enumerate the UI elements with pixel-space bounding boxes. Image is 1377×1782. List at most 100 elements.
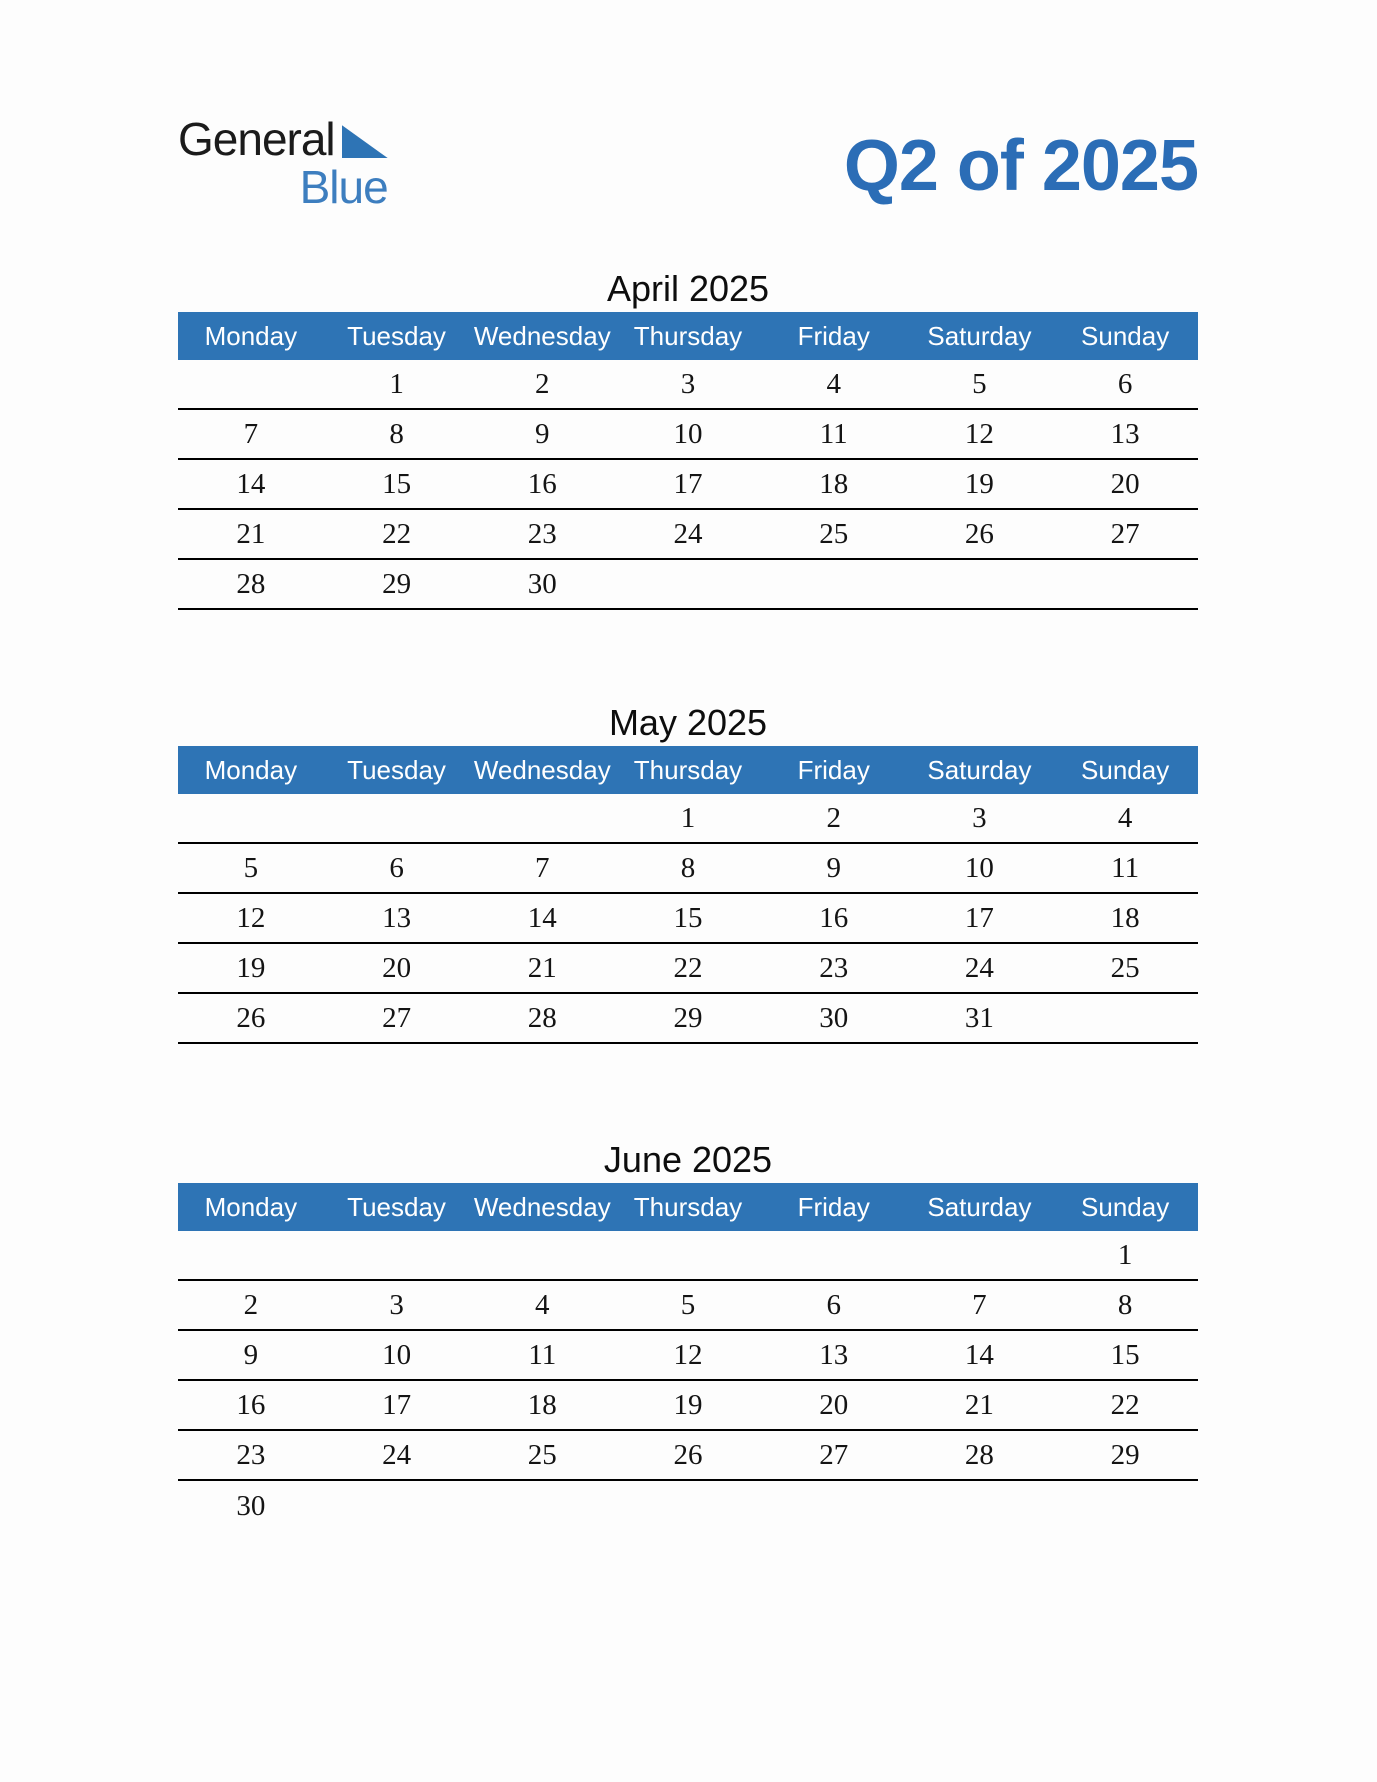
logo-word-general: General xyxy=(178,113,336,165)
date-row: 12 13 14 15 16 17 18 xyxy=(178,894,1198,944)
date-cell: 23 xyxy=(819,951,849,984)
date-cell: 23 xyxy=(527,517,557,550)
date-cell: 25 xyxy=(1110,951,1140,984)
date-cell: 29 xyxy=(673,1001,703,1034)
date-cell: 2 xyxy=(826,801,841,834)
date-cell: 11 xyxy=(1111,851,1140,884)
weekday-label-friday: Friday xyxy=(797,320,870,351)
date-cell: 21 xyxy=(236,517,266,550)
date-cell: 10 xyxy=(964,851,994,884)
date-cell: 7 xyxy=(535,851,550,884)
date-row: 14 15 16 17 18 19 20 xyxy=(178,460,1198,510)
date-cell: 30 xyxy=(236,1489,266,1522)
date-cell: 17 xyxy=(382,1388,412,1421)
date-cell: 23 xyxy=(236,1438,266,1471)
date-cell: 20 xyxy=(1110,467,1140,500)
date-row: 23 24 25 26 27 28 29 xyxy=(178,1431,1198,1481)
months-container: April 2025 Monday Tuesday Wednesday Thursday… xyxy=(178,266,1198,1531)
month-section-april: April 2025 Monday Tuesday Wednesday Thursday… xyxy=(178,266,1198,610)
date-cell: 26 xyxy=(236,1001,266,1034)
date-cell: 20 xyxy=(382,951,412,984)
date-cell: 20 xyxy=(819,1388,849,1421)
weekday-label-wednesday: Wednesday xyxy=(473,1191,611,1222)
date-cell: 17 xyxy=(964,901,994,934)
date-cell: 16 xyxy=(236,1388,266,1421)
date-cell: 9 xyxy=(535,417,550,450)
date-cell: 29 xyxy=(382,567,412,600)
date-cell: 1 xyxy=(1117,1238,1133,1271)
date-cell: 1 xyxy=(680,801,696,834)
date-cell: 22 xyxy=(673,951,703,984)
date-cell: 24 xyxy=(382,1438,412,1471)
date-cell: 8 xyxy=(680,851,696,884)
date-row: 5 6 7 8 9 10 11 xyxy=(178,844,1198,894)
date-cell: 14 xyxy=(527,901,557,934)
date-cell: 18 xyxy=(527,1388,557,1421)
logo-word-blue: Blue xyxy=(299,161,389,213)
month-title-june: June 2025 xyxy=(603,1139,773,1180)
date-cell: 22 xyxy=(382,517,412,550)
weekday-label-sunday: Sunday xyxy=(1081,1191,1170,1222)
date-cell: 24 xyxy=(673,517,703,550)
date-row: 30 xyxy=(178,1481,1198,1531)
date-cell: 3 xyxy=(972,801,987,834)
weekday-label-saturday: Saturday xyxy=(927,320,1032,351)
date-cell: 8 xyxy=(389,417,404,450)
date-cell: 26 xyxy=(673,1438,703,1471)
date-cell: 18 xyxy=(1110,901,1140,934)
date-cell: 24 xyxy=(964,951,994,984)
weekday-label-thursday: Thursday xyxy=(633,320,743,351)
date-cell: 7 xyxy=(972,1288,987,1321)
date-cell: 15 xyxy=(673,901,703,934)
weekday-label-tuesday: Tuesday xyxy=(347,320,446,351)
date-row: 2 3 4 5 6 7 8 xyxy=(178,1281,1198,1331)
date-cell: 12 xyxy=(673,1338,703,1371)
date-cell: 15 xyxy=(1110,1338,1140,1371)
weekday-label-monday: Monday xyxy=(204,320,298,351)
date-cell: 9 xyxy=(243,1338,259,1371)
page-content: General Blue Q2 of 2025 April 2025 Monday… xyxy=(178,0,1199,1531)
date-cell: 13 xyxy=(382,901,412,934)
date-cell: 21 xyxy=(964,1388,994,1421)
weekday-header-row: Monday Tuesday Wednesday Thursday Friday Satu… xyxy=(178,746,1198,794)
month-section-may: May 2025 Monday Tuesday Wednesday Thursday Fr… xyxy=(178,700,1198,1044)
date-cell: 30 xyxy=(527,567,557,600)
date-cell: 10 xyxy=(382,1338,412,1371)
date-cell: 26 xyxy=(964,517,994,550)
logo-top-line: General xyxy=(178,116,388,162)
weekday-label-monday: Monday xyxy=(204,754,298,785)
weekday-label-thursday: Thursday xyxy=(633,754,743,785)
weekday-label-sunday: Sunday xyxy=(1081,754,1170,785)
date-cell: 2 xyxy=(243,1288,259,1321)
month-title-may: May 2025 xyxy=(608,702,768,743)
date-cell: 6 xyxy=(389,851,404,884)
month-section-june: June 2025 Monday Tuesday Wednesday Thursday F… xyxy=(178,1137,1198,1531)
date-cell: 27 xyxy=(382,1001,412,1034)
date-cell: 2 xyxy=(535,367,550,400)
date-cell: 3 xyxy=(680,367,696,400)
date-cell: 6 xyxy=(1117,367,1133,400)
date-cell: 7 xyxy=(243,417,259,450)
date-cell: 25 xyxy=(819,517,849,550)
date-cell: 6 xyxy=(826,1288,841,1321)
date-cell: 11 xyxy=(528,1338,557,1371)
date-row: 28 29 30 xyxy=(178,560,1198,610)
weekday-label-tuesday: Tuesday xyxy=(347,1191,446,1222)
page-title: Q2 of 2025 xyxy=(843,126,1199,206)
date-cell: 15 xyxy=(382,467,412,500)
date-row: 19 20 21 22 23 24 25 xyxy=(178,944,1198,994)
date-cell: 17 xyxy=(673,467,703,500)
weekday-label-thursday: Thursday xyxy=(633,1191,743,1222)
date-cell: 12 xyxy=(236,901,266,934)
date-cell: 5 xyxy=(972,367,987,400)
date-cell: 27 xyxy=(819,1438,849,1471)
weekday-header-row: Monday Tuesday Wednesday Thursday Friday Satu… xyxy=(178,1183,1198,1231)
date-cell: 30 xyxy=(819,1001,849,1034)
date-cell: 21 xyxy=(527,951,557,984)
date-row: 26 27 28 29 30 31 xyxy=(178,994,1198,1044)
page-header: General Blue Q2 of 2025 xyxy=(178,0,1199,213)
date-cell: 16 xyxy=(819,901,849,934)
date-cell: 28 xyxy=(527,1001,557,1034)
logo-triangle-icon xyxy=(341,125,388,158)
date-cell: 3 xyxy=(389,1288,404,1321)
